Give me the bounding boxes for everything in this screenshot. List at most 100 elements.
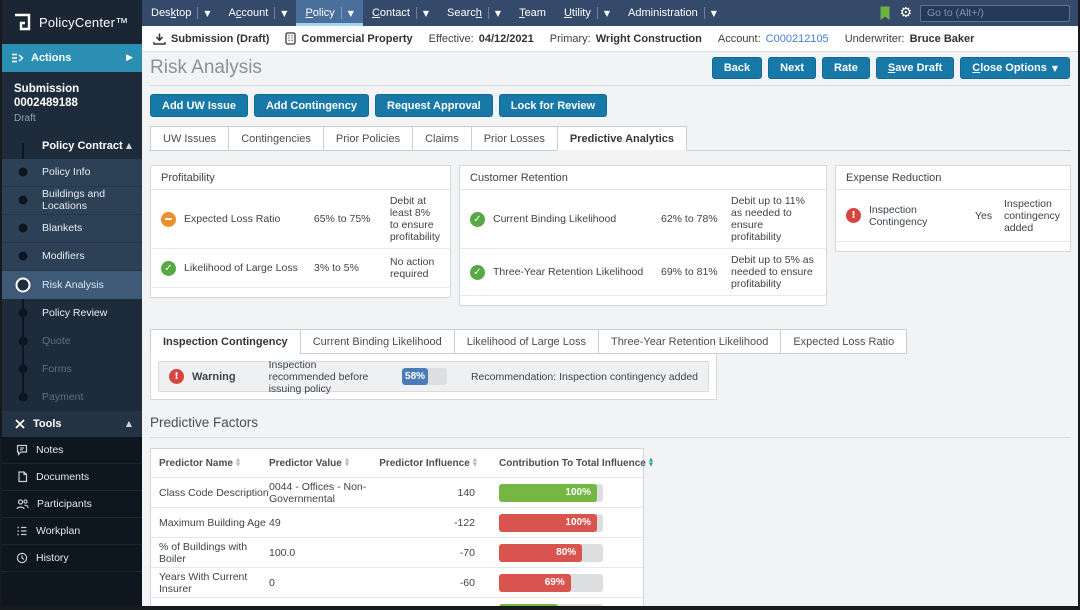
- gear-icon[interactable]: ⚙: [899, 5, 912, 21]
- predictor-name: Maximum Building Age: [159, 516, 266, 529]
- chevron-down-icon[interactable]: ▼: [603, 8, 611, 18]
- menu-utility[interactable]: Utility ▼: [555, 0, 619, 26]
- menu-desktop[interactable]: Desktop ▼: [142, 0, 220, 26]
- menu-label: Desktop: [151, 7, 192, 19]
- tab-label: Inspection Contingency: [163, 335, 288, 348]
- sidebar-item-modifiers[interactable]: Modifiers: [2, 242, 142, 271]
- add-contingency-button[interactable]: Add Contingency: [253, 94, 370, 117]
- account-link[interactable]: C000212105: [765, 32, 829, 45]
- goto-input[interactable]: [920, 4, 1070, 22]
- table-row[interactable]: Maximum Building Age 49 -122 100%: [151, 508, 643, 538]
- sidebar-item-notes[interactable]: Notes: [2, 436, 142, 464]
- effective-label: Effective:: [428, 32, 474, 45]
- chevron-down-icon[interactable]: ▼: [422, 8, 430, 18]
- table-row[interactable]: Class Code Description 0044 - Offices - …: [151, 478, 643, 508]
- sidebar-item-policy-review[interactable]: Policy Review: [2, 299, 142, 327]
- panel-title: Profitability: [151, 166, 450, 190]
- next-button[interactable]: Next: [768, 57, 816, 79]
- subtab-current-binding-likelihood[interactable]: Current Binding Likelihood: [299, 329, 455, 354]
- chevron-down-icon[interactable]: ▼: [347, 8, 354, 18]
- chevron-down-icon[interactable]: ▼: [281, 8, 288, 18]
- column-label: Predictor Influence: [379, 457, 470, 469]
- tab-uw-issues[interactable]: UW Issues: [150, 126, 230, 151]
- subtab-three-year-retention-likelihood[interactable]: Three-Year Retention Likelihood: [597, 329, 782, 354]
- sort-icon[interactable]: ▲ ▼: [344, 457, 350, 468]
- tab-label: Predictive Analytics: [569, 132, 674, 145]
- tab-predictive-analytics[interactable]: Predictive Analytics: [556, 126, 687, 151]
- sidebar-item-policy-info[interactable]: Policy Info: [2, 158, 142, 187]
- menu-account[interactable]: Account ▼: [220, 0, 297, 26]
- subtab-expected-loss-ratio[interactable]: Expected Loss Ratio: [780, 329, 908, 354]
- menu-contact[interactable]: Contact ▼: [363, 0, 438, 26]
- check-icon: ✓: [161, 260, 176, 276]
- sort-icon-active[interactable]: ▲ ▼: [648, 457, 654, 468]
- tab-claims[interactable]: Claims: [412, 126, 472, 151]
- metric-action: Debit at least 8% to ensure profitabilit…: [389, 195, 441, 243]
- save-draft-button[interactable]: Save Draft: [875, 57, 955, 79]
- warning-bar: ! Warning Inspection recommended before …: [158, 359, 709, 395]
- table-row[interactable]: Number of Locations 1 50 57%: [151, 598, 643, 606]
- tab-contingencies[interactable]: Contingencies: [228, 126, 324, 151]
- step-label: Risk Analysis: [42, 278, 104, 291]
- column-contribution[interactable]: Contribution To Total Influence ▲ ▼: [491, 458, 653, 469]
- bookmark-icon[interactable]: [879, 6, 891, 21]
- menu-team[interactable]: Team: [510, 0, 555, 26]
- contribution-bar: 57%: [499, 603, 603, 606]
- tab-prior-policies[interactable]: Prior Policies: [322, 126, 414, 151]
- lock-for-review-button[interactable]: Lock for Review: [498, 94, 608, 117]
- sort-icon[interactable]: ▲ ▼: [235, 457, 241, 468]
- metric-name: Inspection Contingency: [869, 203, 928, 228]
- brand-logo: PolicyCenter™: [2, 0, 142, 44]
- step-label: Modifiers: [42, 250, 85, 263]
- menu-label: Administration: [628, 7, 698, 19]
- column-predictor-value[interactable]: Predictor Value ▲ ▼: [269, 458, 409, 469]
- tool-label: Notes: [36, 443, 64, 456]
- expense-reduction-panel: Expense Reduction ! Inspection Contingen…: [835, 165, 1071, 252]
- submission-summary: Submission 0002489188 Draft: [2, 72, 142, 133]
- column-predictor-influence[interactable]: Predictor Influence ▲ ▼: [379, 457, 491, 469]
- primary-label: Primary:: [549, 32, 591, 45]
- sidebar-item-history[interactable]: History: [2, 544, 142, 572]
- chevron-down-icon[interactable]: ▼: [204, 8, 211, 18]
- actions-icon: [12, 53, 24, 63]
- menu-administration[interactable]: Administration ▼: [619, 0, 726, 26]
- menu-search[interactable]: Search ▼: [438, 0, 510, 26]
- actions-menu[interactable]: Actions ▶: [2, 44, 142, 72]
- sidebar-item-workplan[interactable]: Workplan: [2, 517, 142, 545]
- metric-action: No action required: [390, 256, 435, 280]
- sidebar-item-buildings-and-locations[interactable]: Buildings and Locations: [2, 186, 142, 215]
- caution-icon: [161, 211, 176, 227]
- button-label: Add UW Issue: [162, 99, 236, 112]
- close-options-button[interactable]: Close Options ▼: [960, 57, 1070, 79]
- table-row[interactable]: % of Buildings with Boiler 100.0 -70 80%: [151, 538, 643, 568]
- tab-label: Claims: [425, 132, 459, 145]
- request-approval-button[interactable]: Request Approval: [375, 94, 493, 117]
- back-button[interactable]: Back: [711, 57, 763, 79]
- button-label: Add Contingency: [265, 99, 358, 112]
- sort-icon[interactable]: ▲ ▼: [472, 457, 477, 468]
- column-predictor-name[interactable]: Predictor Name ▲ ▼: [159, 458, 269, 469]
- subtab-inspection-contingency[interactable]: Inspection Contingency: [150, 329, 301, 354]
- chevron-down-icon[interactable]: ▼: [494, 8, 502, 18]
- table-row[interactable]: Years With Current Insurer 0 -60 69%: [151, 568, 643, 598]
- submission-type: Submission (Draft): [171, 32, 270, 45]
- step-label: Buildings and Locations: [42, 188, 106, 213]
- sidebar-item-blankets[interactable]: Blankets: [2, 214, 142, 243]
- rate-button[interactable]: Rate: [822, 57, 870, 79]
- step-label: Quote: [42, 334, 71, 347]
- sidebar-item-documents[interactable]: Documents: [2, 463, 142, 491]
- tab-prior-losses[interactable]: Prior Losses: [470, 126, 558, 151]
- chevron-down-icon[interactable]: ▼: [710, 8, 717, 18]
- menu-policy[interactable]: Policy ▼: [296, 0, 363, 26]
- sidebar-item-participants[interactable]: Participants: [2, 490, 142, 518]
- add-uw-issue-button[interactable]: Add UW Issue: [150, 94, 248, 117]
- metric-action: Inspection contingency added: [1003, 197, 1061, 234]
- workplan-icon: [17, 526, 27, 536]
- chevron-right-icon: ▶: [126, 53, 133, 63]
- assessment-panels: Profitability Expected Loss Ratio 65% to…: [149, 165, 1071, 306]
- subtab-likelihood-of-large-loss[interactable]: Likelihood of Large Loss: [453, 329, 599, 354]
- sidebar-group-tools[interactable]: Tools ▲: [2, 410, 142, 437]
- sidebar-group-policy-contract[interactable]: Policy Contract ▲: [2, 133, 142, 159]
- warning-icon: !: [169, 369, 184, 384]
- sidebar-item-risk-analysis[interactable]: Risk Analysis: [2, 270, 142, 299]
